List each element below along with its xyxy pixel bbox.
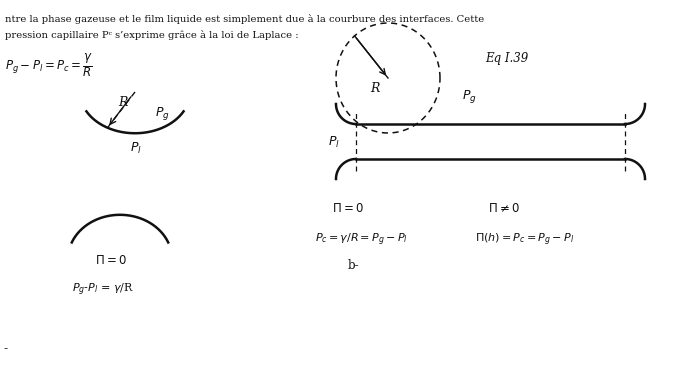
Text: $\Pi = 0$: $\Pi = 0$ xyxy=(332,202,364,215)
Text: $\Pi=0$: $\Pi=0$ xyxy=(95,254,127,267)
Text: $\Pi(h) = P_c = P_g - P_l$: $\Pi(h) = P_c = P_g - P_l$ xyxy=(475,232,574,248)
Text: ntre la phase gazeuse et le film liquide est simplement due à la courbure des in: ntre la phase gazeuse et le film liquide… xyxy=(5,14,484,24)
Text: b-: b- xyxy=(348,259,360,272)
Text: $P_g - P_l = P_c = \dfrac{\gamma}{R}$: $P_g - P_l = P_c = \dfrac{\gamma}{R}$ xyxy=(5,52,93,79)
Text: $P_g$: $P_g$ xyxy=(155,105,170,122)
Text: $\Pi \neq 0$: $\Pi \neq 0$ xyxy=(488,202,520,215)
Text: $P_c = \gamma/R = P_g - P_l$: $P_c = \gamma/R = P_g - P_l$ xyxy=(315,232,408,248)
Text: -: - xyxy=(3,342,7,355)
Text: R: R xyxy=(370,82,380,95)
Text: $P_l$: $P_l$ xyxy=(328,135,340,150)
Text: pression capillaire Pᶜ s’exprime grâce à la loi de Laplace :: pression capillaire Pᶜ s’exprime grâce à… xyxy=(5,30,299,40)
Text: Eq I.39: Eq I.39 xyxy=(485,52,528,65)
Text: R: R xyxy=(118,96,127,109)
Text: $P_g$: $P_g$ xyxy=(462,88,477,105)
Text: $P_g$-$P_l$ = $\gamma$/R: $P_g$-$P_l$ = $\gamma$/R xyxy=(72,281,134,298)
Text: $P_l$: $P_l$ xyxy=(130,141,142,156)
